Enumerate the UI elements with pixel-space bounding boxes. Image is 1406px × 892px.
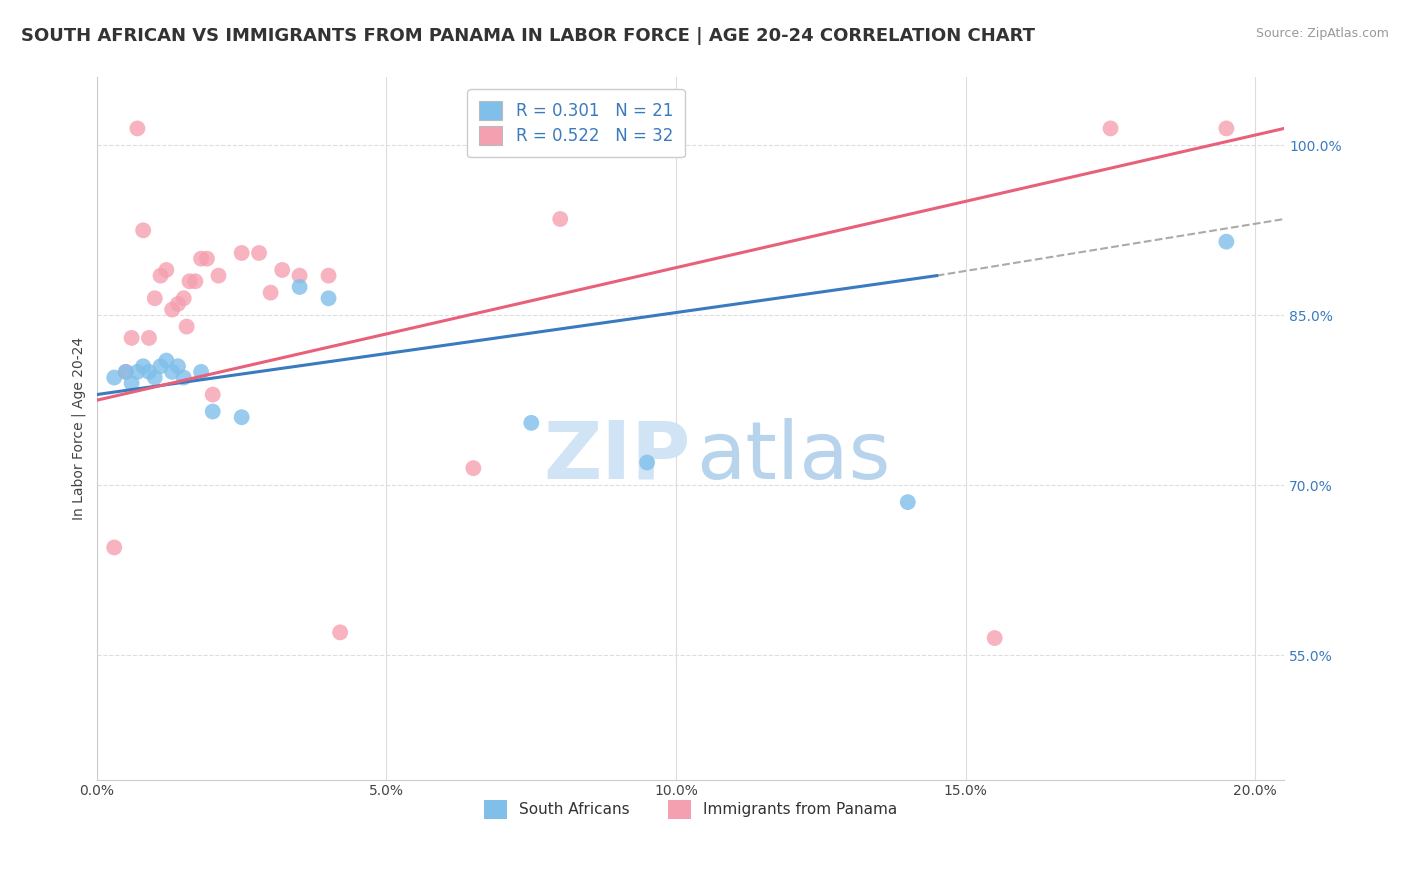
Point [201,404,224,418]
Point [288,280,311,294]
Point [1215,121,1237,136]
Point [155,353,177,368]
Point [329,625,352,640]
Legend: South Africans, Immigrants from Panama: South Africans, Immigrants from Panama [478,794,904,824]
Point [149,359,172,374]
Point [179,274,201,288]
Point [259,285,281,300]
Point [103,370,125,384]
Point [121,331,143,345]
Point [176,319,198,334]
Point [160,365,183,379]
Point [121,376,143,391]
Point [149,268,172,283]
Point [127,121,149,136]
Point [143,291,166,305]
Point [636,455,658,469]
Point [548,212,571,227]
Point [207,268,229,283]
Point [983,631,1005,645]
Point [114,365,136,379]
Point [1099,121,1122,136]
Point [231,246,253,260]
Point [318,291,340,305]
Point [160,302,183,317]
Text: ZIP: ZIP [543,417,690,496]
Point [247,246,270,260]
Point [155,263,177,277]
Point [636,121,658,136]
Point [184,274,207,288]
Point [173,370,195,384]
Point [173,291,195,305]
Point [195,252,218,266]
Point [167,297,190,311]
Point [1215,235,1237,249]
Text: Source: ZipAtlas.com: Source: ZipAtlas.com [1256,27,1389,40]
Point [201,387,224,401]
Point [132,223,155,237]
Point [167,359,190,374]
Y-axis label: In Labor Force | Age 20-24: In Labor Force | Age 20-24 [72,337,86,520]
Point [190,252,212,266]
Point [127,365,149,379]
Point [231,410,253,425]
Point [897,495,920,509]
Point [520,416,543,430]
Point [114,365,136,379]
Text: SOUTH AFRICAN VS IMMIGRANTS FROM PANAMA IN LABOR FORCE | AGE 20-24 CORRELATION C: SOUTH AFRICAN VS IMMIGRANTS FROM PANAMA … [21,27,1035,45]
Text: atlas: atlas [696,417,891,496]
Point [288,268,311,283]
Point [271,263,294,277]
Point [132,359,155,374]
Point [143,370,166,384]
Point [138,365,160,379]
Point [190,365,212,379]
Point [463,461,485,475]
Point [318,268,340,283]
Point [138,331,160,345]
Point [103,541,125,555]
